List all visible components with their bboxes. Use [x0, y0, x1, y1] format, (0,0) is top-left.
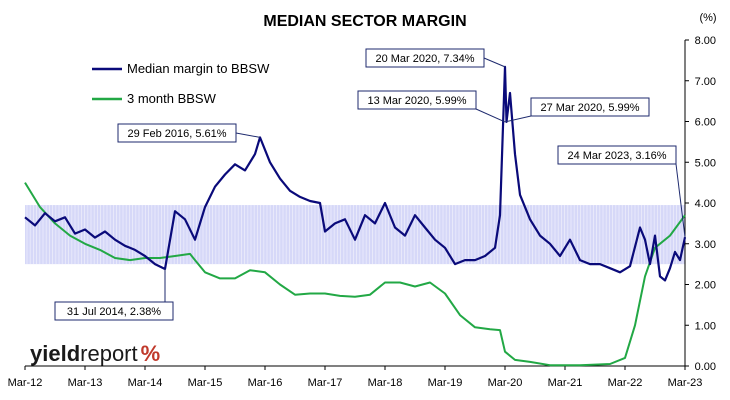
- series-line-median-margin: [24, 65, 687, 282]
- annotation-box: [54, 301, 174, 321]
- series-lines: [24, 65, 687, 367]
- x-tick-label: Mar-22: [608, 377, 643, 389]
- annotation-label: 29 Feb 2016, 5.61%: [127, 128, 226, 140]
- legend-label-median-margin: Median margin to BBSW: [127, 61, 270, 76]
- annotation-leader: [475, 108, 506, 123]
- logo-yield: yield: [30, 341, 80, 366]
- y-tick-label: 2.00: [695, 280, 716, 292]
- annotation-leader: [504, 115, 532, 123]
- logo-percent-symbol: %: [141, 341, 161, 366]
- y-axis-unit: (%): [699, 12, 716, 24]
- y-tick-label: 6.00: [695, 117, 716, 129]
- axes: 0.00 1.00 2.00 3.00 4.00 5.00 6.00 7.00 8.00 Mar-…: [8, 35, 716, 389]
- x-tick-label: Mar-19: [428, 377, 463, 389]
- x-tick-label: Mar-15: [188, 377, 223, 389]
- annotation-box: [530, 97, 650, 117]
- range-band: [25, 205, 685, 265]
- y-tick-label: 7.00: [695, 76, 716, 88]
- annotation-box: [557, 145, 677, 165]
- y-tick-label: 4.00: [695, 198, 716, 210]
- series-line-bbsw: [24, 182, 686, 367]
- annotation-label: 27 Mar 2020, 5.99%: [540, 102, 639, 114]
- y-tick-label: 5.00: [695, 157, 716, 169]
- annotation-box: [117, 123, 237, 143]
- legend: Median margin to BBSW 3 month BBSW: [92, 61, 270, 106]
- annotation-box: [365, 48, 485, 68]
- x-tick-label: Mar-23: [668, 377, 703, 389]
- annotation-box: [357, 90, 477, 110]
- annotation-label: 31 Jul 2014, 2.38%: [67, 306, 161, 318]
- annotation-leader: [675, 163, 686, 238]
- chart-title: MEDIAN SECTOR MARGIN: [263, 13, 466, 30]
- x-tick-label: Mar-16: [248, 377, 283, 389]
- svg-text:yieldreport%: yieldreport%: [30, 341, 160, 366]
- annotation-leader: [483, 57, 506, 68]
- x-tick-label: Mar-17: [308, 377, 343, 389]
- y-tick-label: 0.00: [695, 361, 716, 373]
- annotation-leader: [235, 132, 261, 138]
- y-tick-label: 3.00: [695, 239, 716, 251]
- y-tick-label: 1.00: [695, 320, 716, 332]
- logo-report: report: [80, 341, 137, 366]
- x-tick-label: Mar-20: [488, 377, 523, 389]
- x-tick-label: Mar-18: [368, 377, 403, 389]
- range-band-fill: [25, 205, 685, 265]
- legend-label-bbsw: 3 month BBSW: [127, 91, 217, 106]
- x-tick-label: Mar-21: [548, 377, 583, 389]
- y-tick-label: 8.00: [695, 35, 716, 47]
- annotation-label: 24 Mar 2023, 3.16%: [567, 150, 666, 162]
- annotation-label: 20 Mar 2020, 7.34%: [375, 53, 474, 65]
- x-tick-label: Mar-14: [128, 377, 163, 389]
- annotations: 20 Mar 2020, 7.34% 13 Mar 2020, 5.99% 27 M…: [54, 48, 686, 321]
- x-tick-label: Mar-13: [68, 377, 103, 389]
- x-tick-label: Mar-12: [8, 377, 43, 389]
- annotation-label: 13 Mar 2020, 5.99%: [367, 95, 466, 107]
- yieldreport-logo: yieldreport%: [30, 341, 160, 366]
